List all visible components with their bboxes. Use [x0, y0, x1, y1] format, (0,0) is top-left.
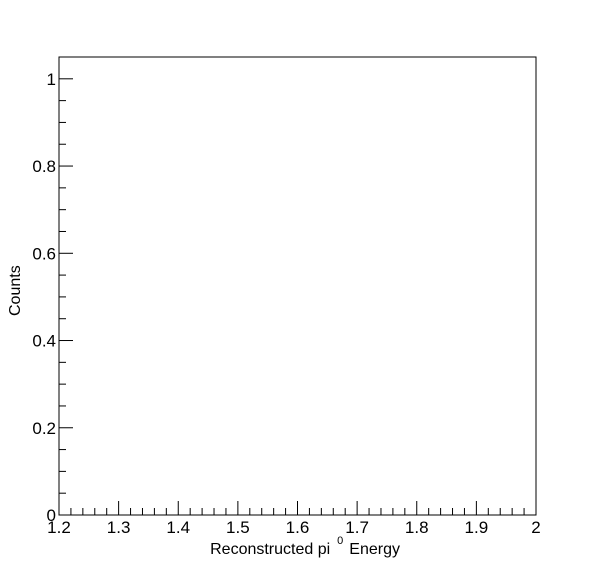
x-axis-title: Reconstructed pi 0 Energy [210, 535, 400, 558]
y-tick-label: 0.4 [32, 332, 56, 351]
x-tick-label: 1.5 [226, 518, 250, 537]
plot-frame [59, 57, 536, 515]
y-axis-tick-labels: 0 0.2 0.4 0.6 0.8 1 [32, 70, 56, 525]
x-tick-label: 1.4 [166, 518, 190, 537]
x-axis-ticks [59, 501, 536, 515]
y-axis-title: Counts [7, 265, 24, 316]
x-tick-label: 1.9 [465, 518, 489, 537]
x-tick-label: 1.7 [345, 518, 369, 537]
x-tick-label: 1.8 [405, 518, 429, 537]
x-axis-title-main: Reconstructed pi [210, 541, 330, 558]
x-tick-label: 1.6 [286, 518, 310, 537]
x-axis-title-suffix: Energy [349, 541, 400, 558]
y-tick-label: 0.6 [32, 244, 56, 263]
y-tick-label: 0 [47, 506, 56, 525]
y-tick-label: 0.8 [32, 157, 56, 176]
y-tick-label: 0.2 [32, 419, 56, 438]
x-tick-label: 2 [531, 518, 540, 537]
x-axis-title-superscript: 0 [337, 535, 343, 547]
x-axis-tick-labels: 1.2 1.3 1.4 1.5 1.6 1.7 1.8 1.9 2 [47, 518, 541, 537]
y-tick-label: 1 [47, 70, 56, 89]
x-tick-label: 1.3 [107, 518, 131, 537]
y-axis-ticks [59, 57, 73, 515]
